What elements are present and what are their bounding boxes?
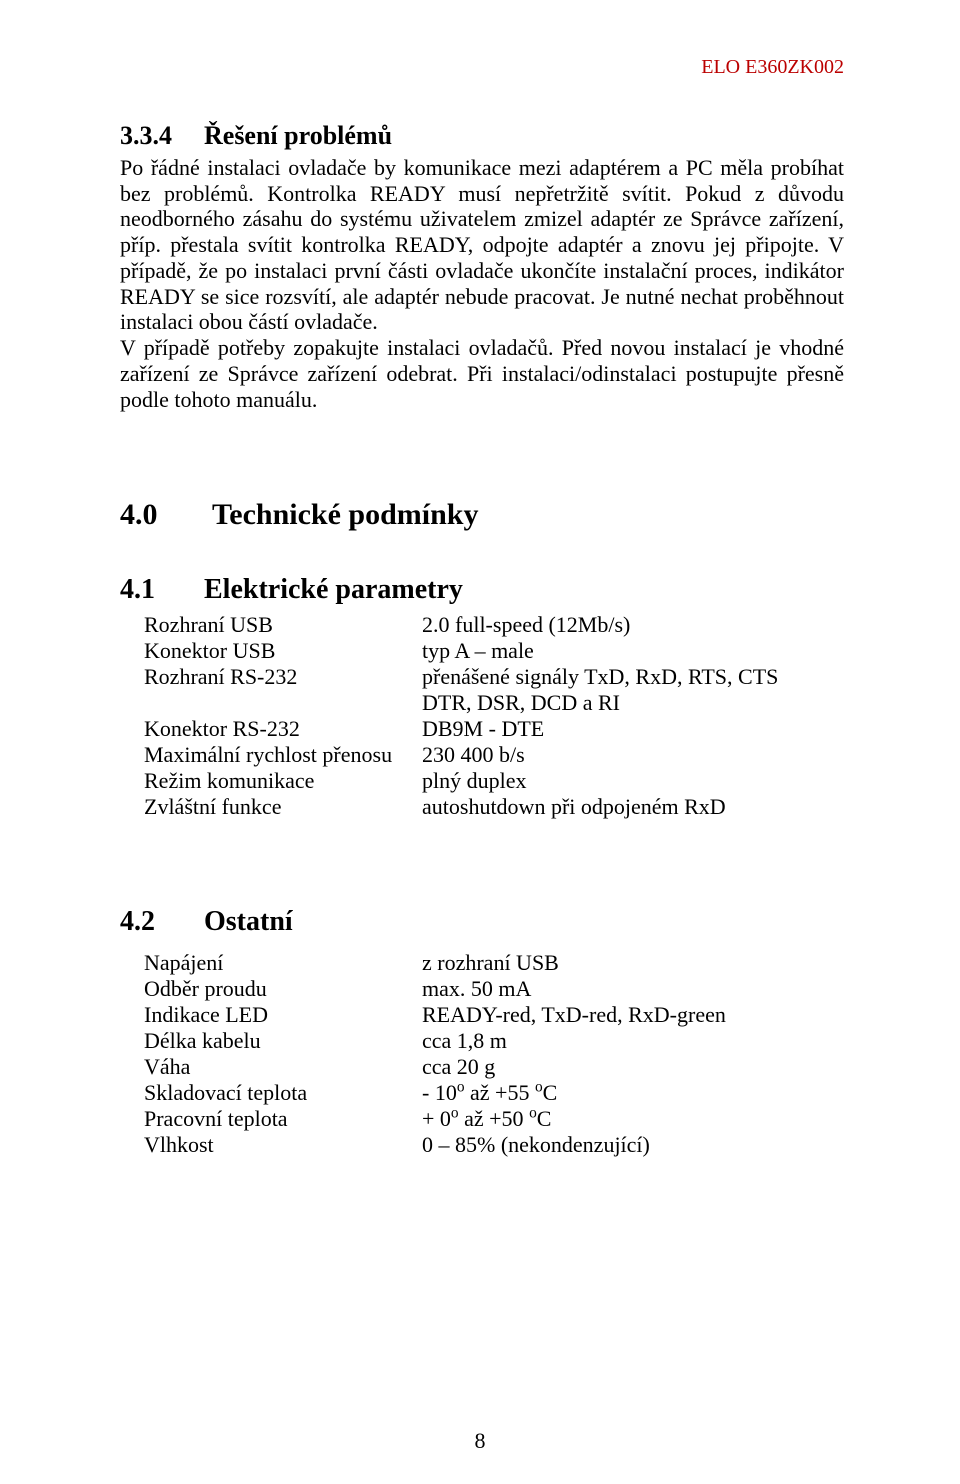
table-value: přenášené signály TxD, RxD, RTS, CTS xyxy=(422,664,844,690)
section-42-title: Ostatní xyxy=(204,906,293,937)
table-value: 2.0 full-speed (12Mb/s) xyxy=(422,612,844,638)
table-key: Rozhraní RS-232 xyxy=(120,664,422,690)
table-key xyxy=(120,690,422,716)
table-row: Délka kabelucca 1,8 m xyxy=(120,1028,844,1054)
table-row: Konektor USBtyp A – male xyxy=(120,638,844,664)
section-334-body: Po řádné instalaci ovladače by komunikac… xyxy=(120,155,844,412)
table-key: Skladovací teplota xyxy=(120,1080,422,1106)
section-334-title: Řešení problémů xyxy=(204,121,392,150)
table-row: Vlhkost0 – 85% (nekondenzující) xyxy=(120,1132,844,1158)
table-row: Rozhraní RS-232přenášené signály TxD, Rx… xyxy=(120,664,844,690)
table-value: max. 50 mA xyxy=(422,976,844,1002)
section-41-title: Elektrické parametry xyxy=(204,574,463,605)
table-row: Indikace LEDREADY-red, TxD-red, RxD-gree… xyxy=(120,1002,844,1028)
section-40-number: 4.0 xyxy=(120,498,212,532)
table-key: Délka kabelu xyxy=(120,1028,422,1054)
table-row: Pracovní teplota+ 0o až +50 oC xyxy=(120,1106,844,1132)
table-value: 230 400 b/s xyxy=(422,742,844,768)
table-key: Konektor USB xyxy=(120,638,422,664)
table-key: Maximální rychlost přenosu xyxy=(120,742,422,768)
table-row: Režim komunikaceplný duplex xyxy=(120,768,844,794)
table-value: - 10o až +55 oC xyxy=(422,1080,844,1106)
table-key: Odběr proudu xyxy=(120,976,422,1002)
table-value: z rozhraní USB xyxy=(422,950,844,976)
page: ELO E360ZK002 3.3.4Řešení problémů Po řá… xyxy=(0,0,960,1484)
table-row: DTR, DSR, DCD a RI xyxy=(120,690,844,716)
table-row: Maximální rychlost přenosu230 400 b/s xyxy=(120,742,844,768)
table-key: Rozhraní USB xyxy=(120,612,422,638)
table-value: cca 1,8 m xyxy=(422,1028,844,1054)
section-40-heading: 4.0Technické podmínky xyxy=(120,498,844,532)
section-42-number: 4.2 xyxy=(120,906,204,938)
table-row: Zvláštní funkceautoshutdown při odpojené… xyxy=(120,794,844,820)
table-key: Indikace LED xyxy=(120,1002,422,1028)
section-42-heading: 4.2Ostatní xyxy=(120,906,844,938)
table-key: Konektor RS-232 xyxy=(120,716,422,742)
section-334-heading: 3.3.4Řešení problémů xyxy=(120,121,844,151)
section-40-title: Technické podmínky xyxy=(212,498,478,531)
table-row: Skladovací teplota- 10o až +55 oC xyxy=(120,1080,844,1106)
section-334-number: 3.3.4 xyxy=(120,121,204,151)
table-key: Napájení xyxy=(120,950,422,976)
table-value: cca 20 g xyxy=(422,1054,844,1080)
table-value: DB9M - DTE xyxy=(422,716,844,742)
document-id: ELO E360ZK002 xyxy=(120,56,844,79)
table-value: plný duplex xyxy=(422,768,844,794)
table-value: + 0o až +50 oC xyxy=(422,1106,844,1132)
table-row: Napájeníz rozhraní USB xyxy=(120,950,844,976)
table-key: Vlhkost xyxy=(120,1132,422,1158)
table-key: Váha xyxy=(120,1054,422,1080)
table-value: autoshutdown při odpojeném RxD xyxy=(422,794,844,820)
table-row: Váhacca 20 g xyxy=(120,1054,844,1080)
table-value: READY-red, TxD-red, RxD-green xyxy=(422,1002,844,1028)
table-row: Rozhraní USB2.0 full-speed (12Mb/s) xyxy=(120,612,844,638)
table-value: DTR, DSR, DCD a RI xyxy=(422,690,844,716)
table-value: 0 – 85% (nekondenzující) xyxy=(422,1132,844,1158)
page-number: 8 xyxy=(0,1428,960,1454)
table-key: Režim komunikace xyxy=(120,768,422,794)
table-row: Odběr proudumax. 50 mA xyxy=(120,976,844,1002)
section-41-heading: 4.1Elektrické parametry xyxy=(120,574,844,606)
table-row: Konektor RS-232DB9M - DTE xyxy=(120,716,844,742)
table-value: typ A – male xyxy=(422,638,844,664)
table-key: Zvláštní funkce xyxy=(120,794,422,820)
section-42-table: Napájeníz rozhraní USBOdběr proudumax. 5… xyxy=(120,950,844,1158)
section-41-number: 4.1 xyxy=(120,574,204,606)
table-key: Pracovní teplota xyxy=(120,1106,422,1132)
section-41-table: Rozhraní USB2.0 full-speed (12Mb/s)Konek… xyxy=(120,612,844,820)
